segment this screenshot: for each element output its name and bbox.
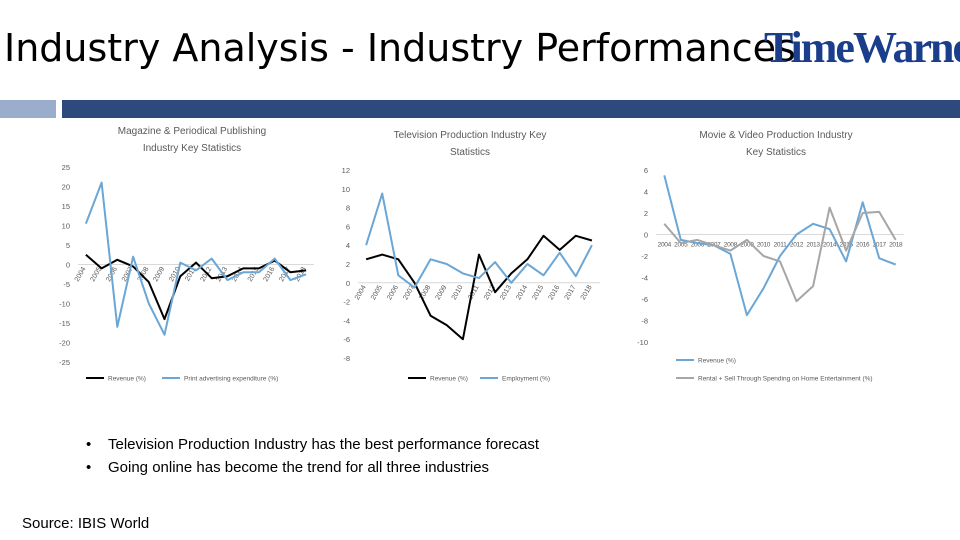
slide-title: Industry Analysis - Industry Performance… (4, 26, 796, 70)
chart-title-line: Magazine & Periodical Publishing (118, 126, 266, 137)
movie-video-production-chart: Movie & Video Production Industry Key Sta… (637, 130, 904, 383)
x-tick-label: 2017 (564, 284, 578, 301)
series-line-1 (365, 234, 593, 341)
legend-label: Rental + Sell Through Spending on Home E… (698, 376, 873, 383)
y-tick-label: -5 (63, 280, 70, 289)
y-tick-label: 0 (346, 279, 350, 288)
y-tick-label: 5 (66, 241, 70, 250)
chart-title-line: Statistics (450, 147, 490, 158)
y-tick-label: 2 (644, 209, 648, 218)
y-tick-label: 4 (346, 241, 350, 250)
header-accent-bar-dark (62, 100, 960, 118)
chart-title-line: Key Statistics (746, 147, 806, 158)
y-tick-label: 10 (342, 185, 350, 194)
legend-label: Revenue (%) (698, 358, 736, 365)
x-tick-label: 2008 (418, 284, 432, 301)
y-tick-label: 6 (346, 222, 350, 231)
x-tick-label: 2009 (740, 242, 754, 249)
legend-label: Employment (%) (502, 376, 550, 383)
television-production-chart: Television Production Industry Key Statis… (342, 130, 600, 383)
x-tick-label: 2014 (823, 242, 837, 249)
x-tick-label: 2009 (435, 284, 449, 301)
y-tick-label: 15 (62, 202, 70, 211)
x-tick-label: 2016 (548, 284, 562, 301)
source-note: Source: IBIS World (22, 515, 150, 532)
y-tick-label: 0 (644, 231, 648, 240)
y-tick-label: 0 (66, 261, 70, 270)
x-tick-label: 2005 (674, 242, 688, 249)
chart-title-line: Industry Key Statistics (143, 143, 241, 154)
series-line-2 (84, 181, 307, 336)
y-tick-label: -15 (59, 319, 70, 328)
time-warner-logo: TimeWarner (764, 23, 960, 72)
x-tick-label: 2014 (515, 284, 529, 301)
x-tick-label: 2010 (757, 242, 771, 249)
chart-title-line: Movie & Video Production Industry (699, 130, 852, 141)
bullet-list: Television Production Industry has the b… (86, 433, 539, 479)
y-tick-label: -6 (343, 335, 350, 344)
x-tick-label: 2016 (856, 242, 870, 249)
x-tick-label: 2004 (658, 242, 672, 249)
x-tick-label: 2013 (499, 284, 513, 301)
y-tick-label: 6 (644, 166, 648, 175)
x-tick-label: 2015 (840, 242, 854, 249)
y-tick-label: -6 (641, 295, 648, 304)
y-tick-label: 20 (62, 183, 70, 192)
y-tick-label: 25 (62, 163, 70, 172)
y-tick-label: 4 (644, 188, 648, 197)
x-tick-label: 2012 (790, 242, 804, 249)
y-tick-label: -2 (641, 252, 648, 261)
x-tick-label: 2005 (370, 284, 384, 301)
chart-title-line: Television Production Industry Key (394, 130, 547, 141)
y-tick-label: 8 (346, 204, 350, 213)
magazine-publishing-chart: Magazine & Periodical Publishing Industry… (59, 126, 314, 383)
x-tick-label: 2006 (386, 284, 400, 301)
y-tick-label: -8 (343, 354, 350, 363)
y-tick-label: -8 (641, 317, 648, 326)
x-tick-label: 2015 (531, 284, 545, 301)
y-tick-label: -10 (637, 338, 648, 347)
x-tick-label: 2008 (724, 242, 738, 249)
bullet-item: Going online has become the trend for al… (86, 456, 539, 479)
x-tick-label: 2004 (354, 284, 368, 301)
legend-label: Revenue (%) (430, 376, 468, 383)
y-tick-label: -2 (343, 298, 350, 307)
series-line-2 (365, 192, 593, 289)
y-tick-label: 12 (342, 166, 350, 175)
series-line-2 (663, 206, 897, 303)
x-tick-label: 2004 (74, 266, 88, 283)
y-tick-label: -4 (641, 274, 648, 283)
x-tick-label: 2018 (580, 284, 594, 301)
bullet-item: Television Production Industry has the b… (86, 433, 539, 456)
legend-label: Revenue (%) (108, 376, 146, 383)
y-tick-label: -20 (59, 339, 70, 348)
x-tick-label: 2017 (873, 242, 887, 249)
x-tick-label: 2011 (774, 242, 787, 249)
header-accent-bar-light (0, 100, 56, 118)
x-tick-label: 2018 (889, 242, 903, 249)
x-tick-label: 2006 (691, 242, 705, 249)
x-tick-label: 2010 (451, 284, 465, 301)
y-tick-label: -10 (59, 300, 70, 309)
x-tick-label: 2011 (467, 284, 481, 301)
x-tick-label: 2013 (806, 242, 820, 249)
series-line-1 (663, 175, 897, 317)
y-tick-label: 10 (62, 222, 70, 231)
y-tick-label: -4 (343, 316, 350, 325)
y-tick-label: 2 (346, 260, 350, 269)
x-tick-label: 2009 (152, 266, 166, 283)
legend-label: Print advertising expenditure (%) (184, 376, 278, 383)
y-tick-label: -25 (59, 358, 70, 367)
